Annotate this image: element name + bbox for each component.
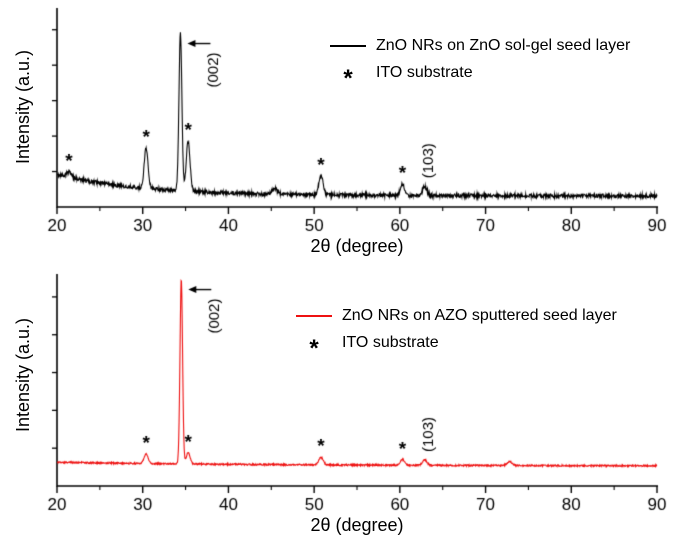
legend-star-row-top: * ITO substrate — [330, 59, 630, 92]
legend-line-swatch-bottom — [296, 314, 332, 317]
legend-series-row-bottom: ZnO NRs on AZO sputtered seed layer — [296, 302, 617, 329]
legend-bottom: ZnO NRs on AZO sputtered seed layer * IT… — [296, 302, 617, 362]
x-axis-label-top: 2θ (degree) — [310, 236, 404, 256]
legend-star-label-bottom: ITO substrate — [342, 333, 439, 351]
legend-series-label-bottom: ZnO NRs on AZO sputtered seed layer — [342, 306, 617, 324]
xrd-chart-bottom — [0, 268, 700, 518]
panel-top-zno-solgel: Intensity (a.u.) 2θ (degree) ZnO NRs on … — [0, 0, 700, 268]
panel-bottom-azo-sputtered: Intensity (a.u.) 2θ (degree) ZnO NRs on … — [0, 268, 700, 541]
legend-series-row-top: ZnO NRs on ZnO sol-gel seed layer — [330, 32, 630, 59]
legend-star-label-top: ITO substrate — [376, 63, 473, 81]
asterisk-marker-icon: * — [343, 64, 353, 92]
x-axis-label-bottom: 2θ (degree) — [310, 515, 404, 535]
legend-line-swatch-top — [330, 44, 366, 47]
legend-series-label-top: ZnO NRs on ZnO sol-gel seed layer — [376, 36, 631, 54]
xrd-chart-top — [0, 0, 700, 240]
asterisk-marker-icon: * — [309, 334, 319, 362]
legend-top: ZnO NRs on ZnO sol-gel seed layer * ITO … — [330, 32, 630, 92]
y-axis-label-top: Intensity (a.u.) — [13, 49, 33, 165]
y-axis-label-bottom: Intensity (a.u.) — [13, 317, 33, 433]
legend-star-row-bottom: * ITO substrate — [296, 329, 617, 362]
